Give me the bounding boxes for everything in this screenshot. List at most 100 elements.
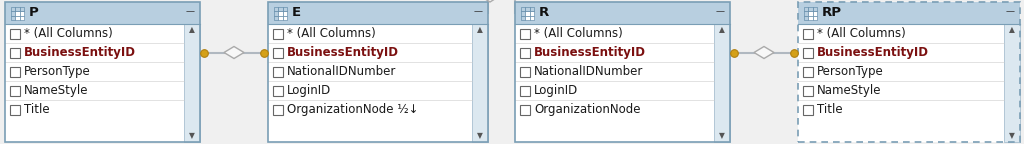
Bar <box>15 16 19 20</box>
Bar <box>184 24 200 142</box>
Bar <box>11 7 15 11</box>
Bar <box>11 16 15 20</box>
Bar <box>529 11 534 16</box>
Bar <box>798 24 1020 142</box>
Polygon shape <box>754 47 774 58</box>
Bar <box>10 105 20 114</box>
Bar <box>803 48 813 57</box>
Bar <box>798 2 1020 142</box>
Bar <box>274 7 279 11</box>
Bar <box>798 62 1004 81</box>
Text: NationalIDNumber: NationalIDNumber <box>534 65 643 78</box>
Bar <box>1004 24 1020 142</box>
Text: * (All Columns): * (All Columns) <box>534 27 623 40</box>
Polygon shape <box>482 0 498 2</box>
Bar <box>5 62 184 81</box>
Bar <box>15 7 19 11</box>
Bar <box>520 48 530 57</box>
Bar <box>798 2 1020 24</box>
Bar <box>520 105 530 114</box>
Bar <box>525 16 529 20</box>
Bar <box>803 86 813 95</box>
Bar <box>5 24 200 142</box>
Bar <box>472 24 488 142</box>
Bar <box>268 100 472 119</box>
Bar <box>525 7 529 11</box>
Text: ▲: ▲ <box>719 25 725 35</box>
Bar <box>10 48 20 57</box>
Text: LoginID: LoginID <box>287 84 331 97</box>
Bar <box>10 29 20 38</box>
Bar <box>273 105 283 114</box>
Bar <box>804 16 808 20</box>
Text: RP: RP <box>822 6 842 19</box>
Bar <box>283 11 287 16</box>
Text: E: E <box>292 6 301 19</box>
Text: BusinessEntityID: BusinessEntityID <box>287 46 399 59</box>
Bar <box>520 86 530 95</box>
Bar <box>19 16 24 20</box>
Bar <box>520 29 530 38</box>
Bar <box>268 62 472 81</box>
Text: —: — <box>1006 7 1015 17</box>
Bar <box>803 67 813 76</box>
Bar <box>808 11 813 16</box>
Text: * (All Columns): * (All Columns) <box>287 27 376 40</box>
Bar <box>5 100 184 119</box>
Bar <box>10 67 20 76</box>
Bar <box>798 81 1004 100</box>
Text: ▼: ▼ <box>477 131 483 141</box>
Text: NationalIDNumber: NationalIDNumber <box>287 65 396 78</box>
Bar <box>283 7 287 11</box>
Bar <box>515 100 714 119</box>
Text: —: — <box>716 7 725 17</box>
Text: BusinessEntityID: BusinessEntityID <box>817 46 929 59</box>
Text: ▼: ▼ <box>719 131 725 141</box>
Bar <box>520 67 530 76</box>
Bar <box>515 81 714 100</box>
Bar <box>808 16 813 20</box>
Bar <box>273 67 283 76</box>
Bar <box>5 2 200 24</box>
Bar <box>11 11 15 16</box>
Bar <box>804 7 808 11</box>
Bar <box>515 2 730 24</box>
Bar <box>798 24 1004 43</box>
Text: LoginID: LoginID <box>534 84 579 97</box>
Bar <box>515 43 714 62</box>
Bar <box>521 7 525 11</box>
Text: P: P <box>29 6 39 19</box>
Text: ▲: ▲ <box>1009 25 1015 35</box>
Bar <box>515 24 730 142</box>
Bar <box>529 7 534 11</box>
Bar <box>19 11 24 16</box>
Text: ▼: ▼ <box>189 131 195 141</box>
Text: ▲: ▲ <box>477 25 483 35</box>
Text: BusinessEntityID: BusinessEntityID <box>24 46 136 59</box>
Bar <box>515 2 730 142</box>
Bar <box>515 62 714 81</box>
Bar <box>268 2 488 142</box>
Bar <box>273 86 283 95</box>
Bar <box>813 16 817 20</box>
Bar <box>268 24 488 142</box>
Text: BusinessEntityID: BusinessEntityID <box>534 46 646 59</box>
Bar <box>798 43 1004 62</box>
Bar <box>804 11 808 16</box>
Bar <box>803 105 813 114</box>
Text: NameStyle: NameStyle <box>24 84 88 97</box>
Bar <box>268 24 472 43</box>
Text: Title: Title <box>24 103 49 116</box>
Bar <box>813 11 817 16</box>
Text: OrganizationNode: OrganizationNode <box>534 103 640 116</box>
Bar <box>5 2 200 142</box>
Text: R: R <box>539 6 549 19</box>
Bar <box>798 100 1004 119</box>
Bar <box>529 16 534 20</box>
Text: ▲: ▲ <box>189 25 195 35</box>
Bar <box>521 16 525 20</box>
Text: NameStyle: NameStyle <box>817 84 882 97</box>
Text: ▼: ▼ <box>1009 131 1015 141</box>
Bar <box>808 7 813 11</box>
Text: —: — <box>474 7 483 17</box>
